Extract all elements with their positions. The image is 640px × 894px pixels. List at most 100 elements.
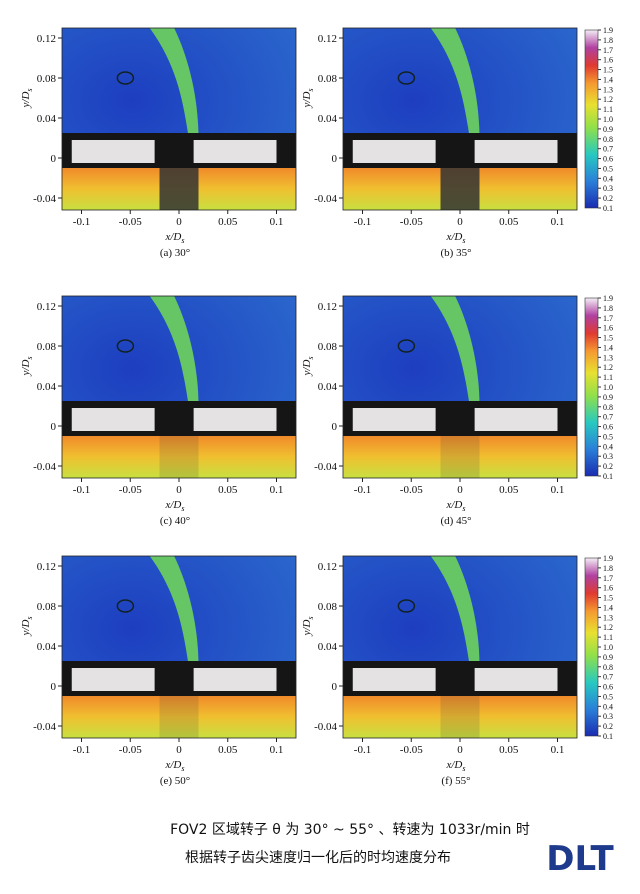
colorbar-tick-label: 1.8 [603,304,613,313]
y-tick-label: 0.12 [318,301,337,313]
colorbar-tick-label: 0.2 [603,462,613,471]
rotor-tooth [159,436,199,478]
rotor-tooth [159,168,199,210]
colorbar-tick-label: 0.6 [603,155,613,164]
y-tick-label: 0.12 [37,301,56,313]
stator-blade [474,408,558,431]
stator-blade [474,668,558,691]
colorbar-tick-label: 0.7 [603,673,613,682]
y-tick-label: 0.08 [318,341,338,353]
x-axis-label-sub: s [181,504,184,513]
colorbar-tick-label: 1.2 [603,623,613,632]
x-axis-label: x/Ds [445,759,465,773]
y-tick-label: -0.04 [314,461,337,473]
panel-title: (a) 30° [160,247,190,259]
rotor-band [62,696,296,738]
x-tick-label: 0.1 [551,216,565,228]
colorbar-tick-label: 0.4 [603,702,613,711]
x-tick-label: 0.05 [499,484,519,496]
vortex [116,71,135,85]
y-tick-label: 0.04 [318,641,338,653]
colorbar-tick-label: 0.9 [603,125,613,134]
x-axis-label: x/Ds [445,499,465,513]
y-axis-label-sub: s [306,616,315,619]
jet [430,28,480,138]
colorbar-tick-label: 0.1 [603,732,613,741]
x-tick-label: -0.05 [400,484,423,496]
jet [430,296,480,406]
y-tick-label: 0 [51,421,57,433]
x-axis-label-sub: s [462,236,465,245]
y-tick-label: -0.04 [33,461,56,473]
x-tick-label: 0.1 [270,216,284,228]
colorbar-tick-label: 1.0 [603,643,613,652]
colorbar-tick-label: 1.1 [603,373,613,382]
colorbar [584,297,599,477]
colorbar-tick-label: 0.8 [603,403,613,412]
colorbar-tick-label: 0.9 [603,653,613,662]
colorbar-tick-label: 1.2 [603,95,613,104]
y-axis-label-main: y/D [20,360,32,377]
y-tick-label: -0.04 [33,193,56,205]
panel-title: (d) 45° [441,515,472,527]
x-tick-label: -0.05 [119,744,142,756]
vortex [397,71,416,85]
y-tick-label: -0.04 [314,721,337,733]
jet [430,556,480,666]
x-tick-label: 0.05 [499,216,519,228]
stator-blade [352,408,436,431]
colorbar-tick-label: 0.5 [603,432,613,441]
y-tick-label: 0.04 [37,641,57,653]
colorbar-tick-label: 1.6 [603,324,613,333]
stator-blade [352,140,436,163]
caption-line: 根据转子齿尖速度归一化后的时均速度分布 [185,849,451,866]
colorbar-tick-label: 0.8 [603,663,613,672]
y-tick-label: 0 [332,153,338,165]
colorbar-tick-label: 0.5 [603,164,613,173]
y-axis-label: y/Ds [301,88,315,108]
colorbar-tick-label: 1.3 [603,613,613,622]
x-tick-label: 0 [457,484,463,496]
panel-title: (f) 55° [441,775,470,787]
colorbar-tick-label: 0.3 [603,452,613,461]
y-tick-label: 0.04 [37,113,57,125]
x-tick-label: 0.05 [218,484,238,496]
logo: DLT [546,839,614,879]
colorbar-tick-label: 0.3 [603,712,613,721]
x-tick-label: 0 [176,744,182,756]
stator-blade [71,140,155,163]
colorbar-tick-label: 1.8 [603,564,613,573]
colorbar-tick-label: 1.9 [603,294,613,303]
x-tick-label: -0.1 [354,484,371,496]
panel-title: (c) 40° [160,515,190,527]
colorbar-tick-label: 0.6 [603,423,613,432]
colorbar-tick-label: 0.5 [603,692,613,701]
y-tick-label: 0.04 [318,113,338,125]
x-tick-label: -0.1 [73,216,90,228]
x-tick-label: 0.05 [499,744,519,756]
colorbar-tick-label: 1.3 [603,353,613,362]
x-tick-label: 0.1 [551,484,565,496]
x-tick-label: 0 [176,484,182,496]
rotor-band [343,436,577,478]
colorbar-tick-label: 0.1 [603,204,613,213]
y-tick-label: 0.08 [37,73,57,85]
x-tick-label: 0 [457,744,463,756]
stator-blade [193,140,277,163]
y-axis-label-sub: s [306,356,315,359]
rotor-band [62,436,296,478]
x-axis-label-main: x/D [164,499,181,511]
colorbar-tick-label: 1.7 [603,574,613,583]
jet [149,28,199,138]
y-axis-label-main: y/D [20,620,32,637]
jet [149,296,199,406]
colorbar-tick-label: 0.2 [603,722,613,731]
stator-blade [193,408,277,431]
x-tick-label: -0.05 [119,216,142,228]
stator-blade [193,668,277,691]
x-tick-label: 0.1 [551,744,565,756]
colorbar-tick-label: 0.4 [603,174,613,183]
x-tick-label: -0.05 [400,216,423,228]
y-tick-label: 0.08 [37,341,57,353]
colorbar-tick-label: 1.7 [603,46,613,55]
